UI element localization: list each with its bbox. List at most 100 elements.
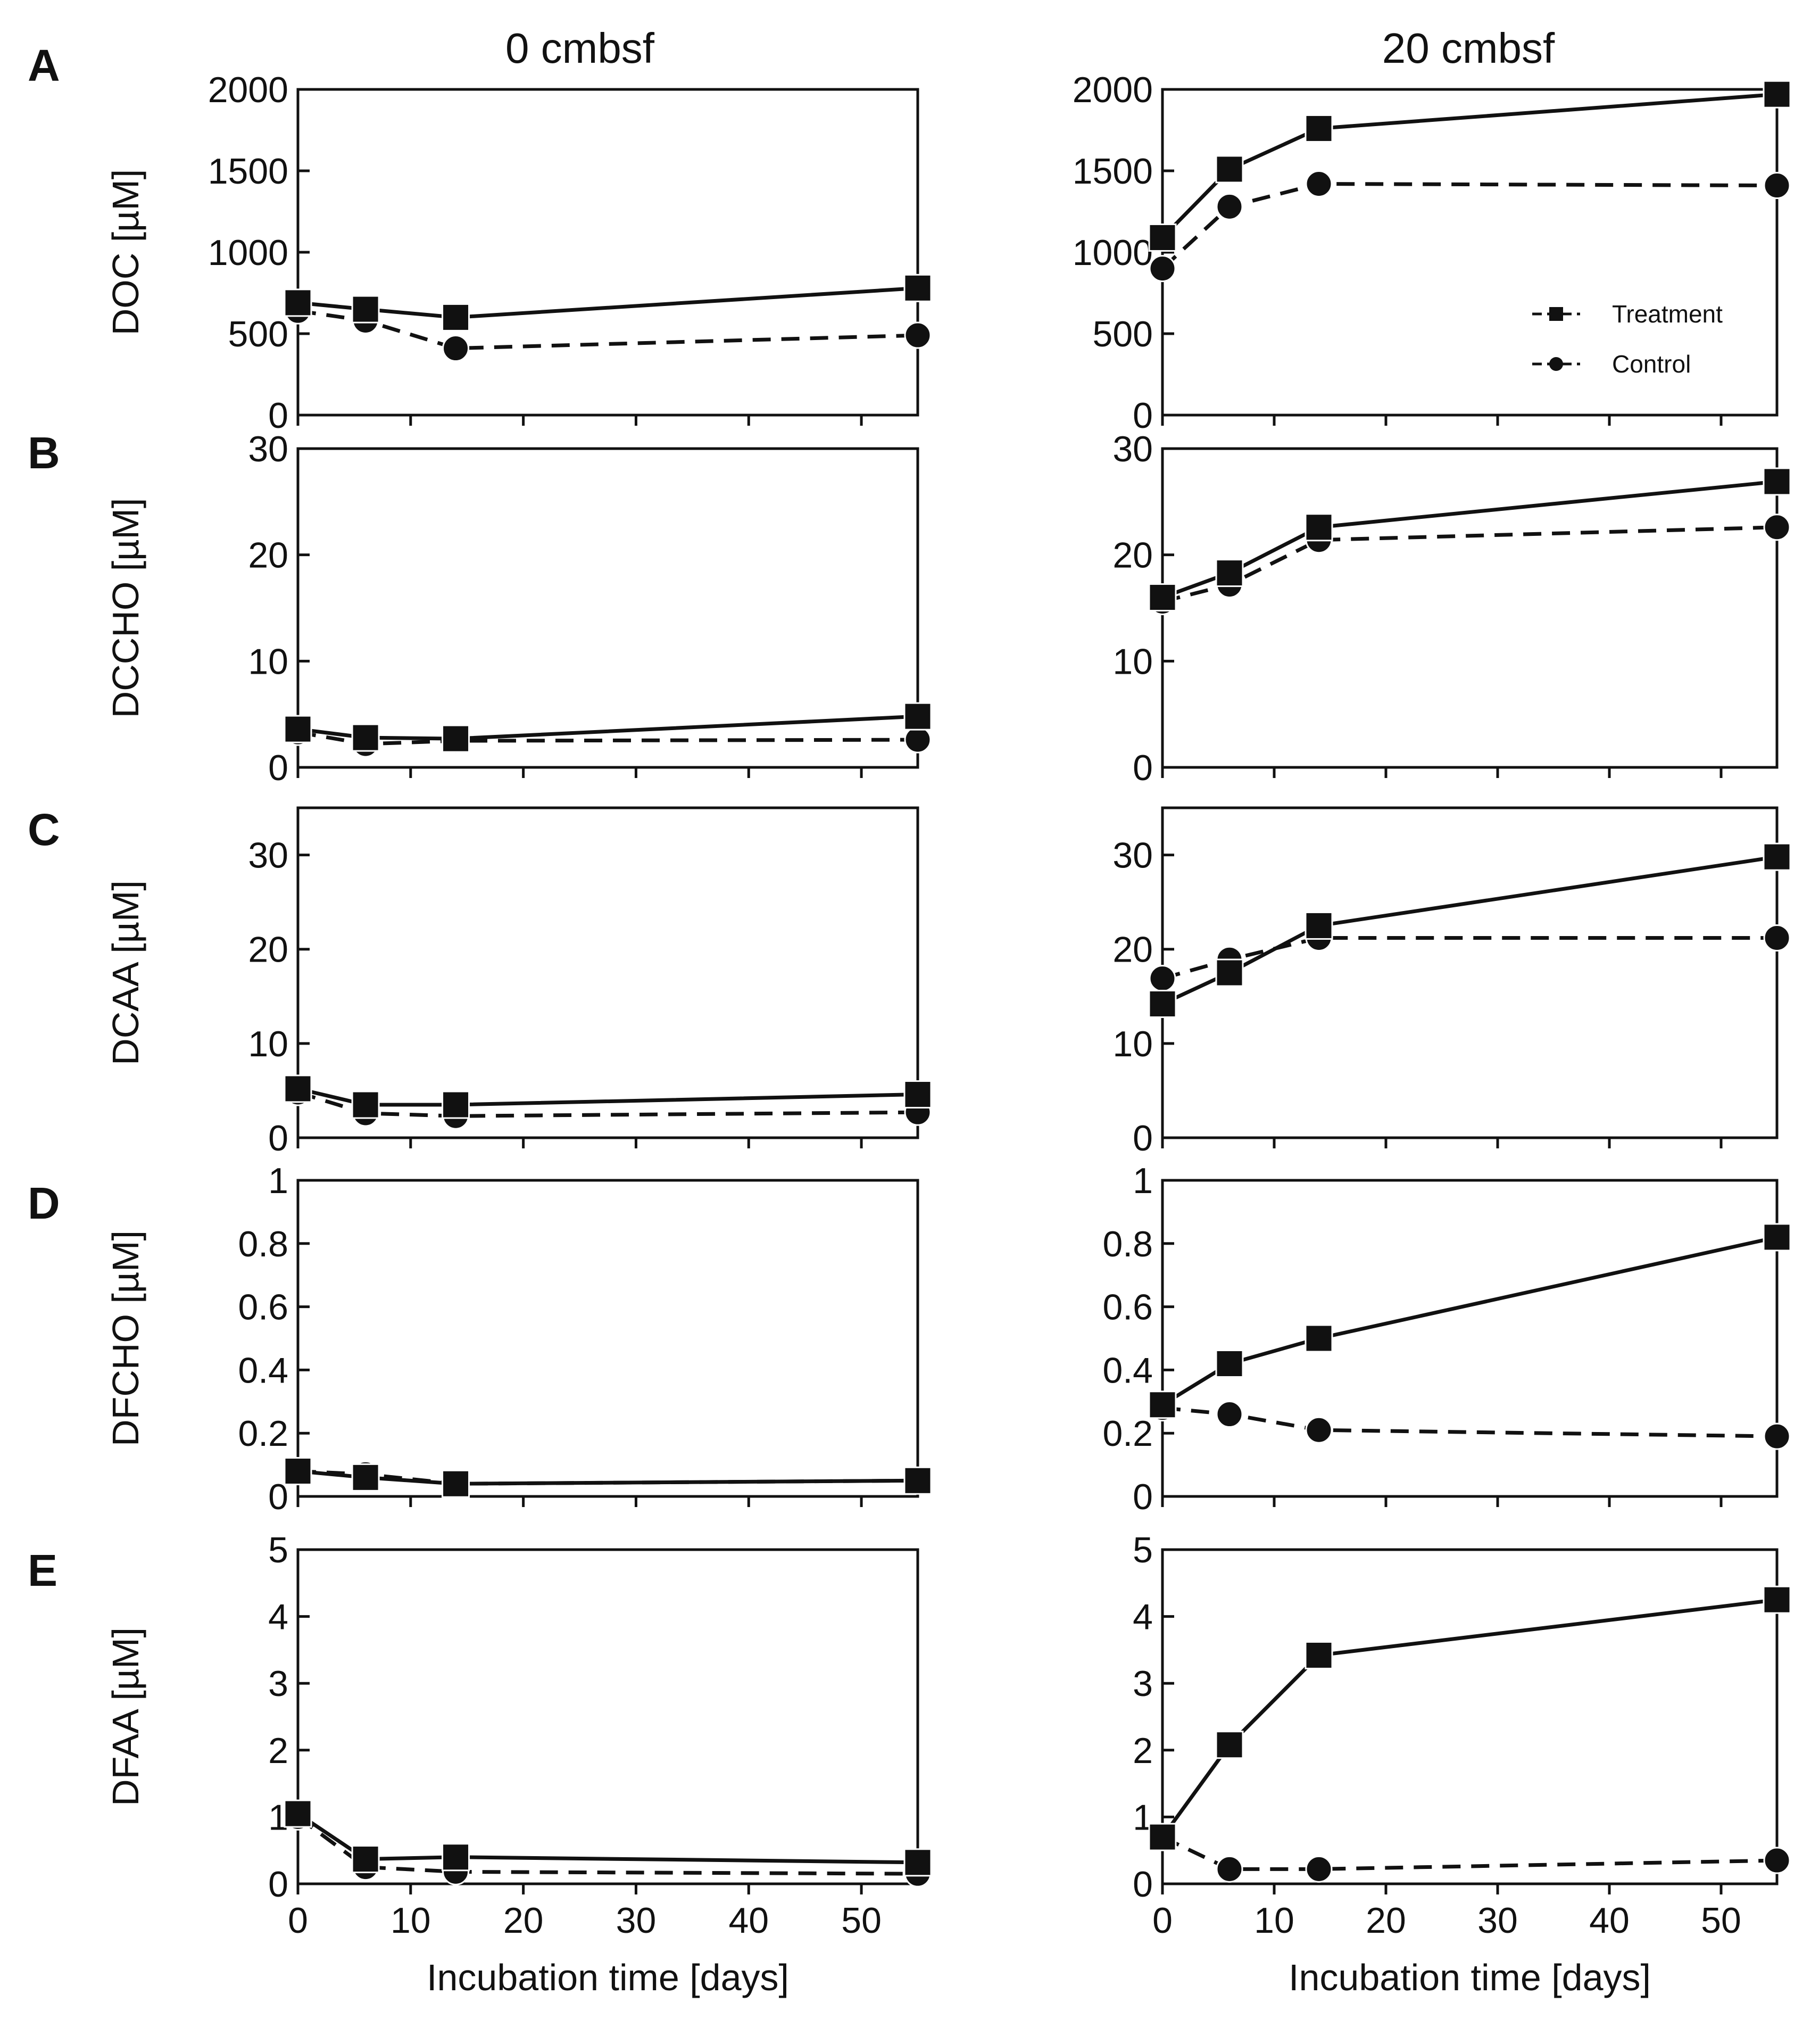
data-point-treatment (1215, 155, 1244, 184)
y-tick-label: 0 (1133, 1864, 1153, 1905)
data-point-treatment (1305, 1641, 1333, 1669)
data-point-treatment (1763, 467, 1791, 496)
row-letter-E: E (28, 1545, 57, 1595)
x-tick-label: 50 (841, 1900, 882, 1941)
series-line-control (296, 1815, 918, 1876)
y-tick-label: 1500 (1073, 151, 1153, 192)
data-point-treatment (1215, 958, 1244, 987)
series-line-treatment (1161, 479, 1777, 599)
data-point-treatment (903, 702, 932, 731)
plot-frame (296, 806, 919, 1139)
data-point-treatment (351, 295, 380, 324)
panel-B-0: 0 10 20 30 DCCHO [µM] (105, 429, 932, 788)
data-point-control (1216, 193, 1243, 220)
y-tick-label: 0 (1133, 1118, 1153, 1158)
data-point-treatment (442, 1843, 470, 1872)
series-line-control (1162, 525, 1777, 603)
series-line-control (1161, 1835, 1777, 1871)
series-line-control (297, 730, 918, 746)
data-point-treatment (1148, 223, 1177, 252)
x-tick-label: 40 (728, 1900, 769, 1941)
panel-B-20: 0 10 20 30 (1112, 429, 1791, 788)
data-point-treatment (903, 274, 932, 302)
plot-frame (1161, 806, 1779, 1139)
legend-label-treatment: Treatment (1612, 300, 1723, 328)
y-tick-label: 2000 (208, 70, 288, 110)
data-point-treatment (284, 1457, 312, 1485)
y-tick-label: 0 (268, 1864, 288, 1905)
panel-C-0: 0 10 20 30 DCAA [µM] (105, 806, 932, 1158)
row-letter-C: C (28, 805, 60, 855)
plot-frame (1161, 447, 1779, 769)
data-point-control (1305, 170, 1333, 197)
plot-frame (1161, 1179, 1779, 1498)
y-tick-label: 30 (1112, 835, 1153, 876)
series-line-treatment (1161, 1598, 1777, 1839)
y-tick-label: 0.6 (1102, 1287, 1153, 1328)
row-letter-D: D (28, 1178, 60, 1228)
data-point-treatment (1305, 1324, 1333, 1353)
data-point-control (1763, 514, 1791, 541)
x-tick-label: 30 (1477, 1900, 1518, 1941)
x-tick-label: 40 (1589, 1900, 1630, 1941)
x-tick-label: 30 (616, 1900, 657, 1941)
panel-A-20: 0 500 1000 1500 2000 Treatment Control (1073, 70, 1791, 436)
panel-C-20: 0 10 20 30 (1112, 806, 1791, 1158)
y-tick-label: 0.8 (238, 1224, 288, 1264)
y-tick-label: 20 (1112, 535, 1153, 576)
y-tick-label: 0.4 (1102, 1350, 1153, 1391)
data-point-treatment (442, 303, 470, 332)
data-point-treatment (1148, 1823, 1177, 1851)
y-tick-label: 2 (1133, 1731, 1153, 1771)
data-point-treatment (351, 1463, 380, 1492)
y-tick-label: 30 (248, 429, 288, 469)
legend-marker-treatment (1549, 307, 1563, 321)
series-line-treatment (1161, 855, 1777, 1006)
series-line-treatment (297, 1812, 918, 1865)
plot-frame (296, 1548, 919, 1885)
row-letter-A: A (28, 40, 60, 90)
y-tick-label: 0.6 (238, 1287, 288, 1328)
series-line-treatment (297, 1087, 918, 1107)
x-tick-label: 50 (1701, 1900, 1741, 1941)
data-point-treatment (903, 1848, 932, 1877)
y-tick-label: 10 (1112, 1024, 1153, 1064)
series-line-treatment (1161, 92, 1777, 239)
series-line-treatment (297, 714, 918, 741)
y-tick-label: 10 (248, 1024, 288, 1064)
data-point-treatment (1305, 911, 1333, 940)
data-point-treatment (284, 1799, 312, 1828)
column-title-20cmbsf: 20 cmbsf (1382, 24, 1555, 72)
data-point-treatment (1148, 583, 1177, 612)
y-tick-label: 0.2 (1102, 1413, 1153, 1454)
y-tick-label: 500 (228, 314, 288, 354)
y-axis-label: DCAA [µM] (105, 880, 146, 1065)
data-point-treatment (442, 724, 470, 753)
y-tick-label: 0 (1133, 1477, 1153, 1517)
series-line-treatment (297, 1469, 918, 1486)
data-point-treatment (1148, 989, 1177, 1018)
y-tick-label: 5 (1133, 1530, 1153, 1570)
y-tick-label: 0 (1133, 748, 1153, 788)
series-line-control (1161, 181, 1777, 270)
y-axis-label: DOC [µM] (105, 169, 146, 336)
data-point-treatment (284, 288, 312, 317)
column-title-0cmbsf: 0 cmbsf (505, 24, 655, 72)
x-axis-label: Incubation time [days] (427, 1957, 789, 1998)
y-tick-label: 0.4 (238, 1350, 288, 1391)
series-line-control (297, 1090, 918, 1118)
series-line-treatment (1161, 1235, 1777, 1406)
y-tick-label: 0 (268, 1118, 288, 1158)
data-point-control (1305, 1855, 1333, 1883)
y-tick-label: 20 (248, 535, 288, 576)
data-point-control (1763, 1422, 1791, 1450)
data-point-treatment (1763, 1585, 1791, 1614)
data-point-treatment (1305, 513, 1333, 542)
data-point-control (1763, 172, 1791, 200)
y-tick-label: 2000 (1073, 70, 1153, 110)
data-point-treatment (903, 1080, 932, 1109)
